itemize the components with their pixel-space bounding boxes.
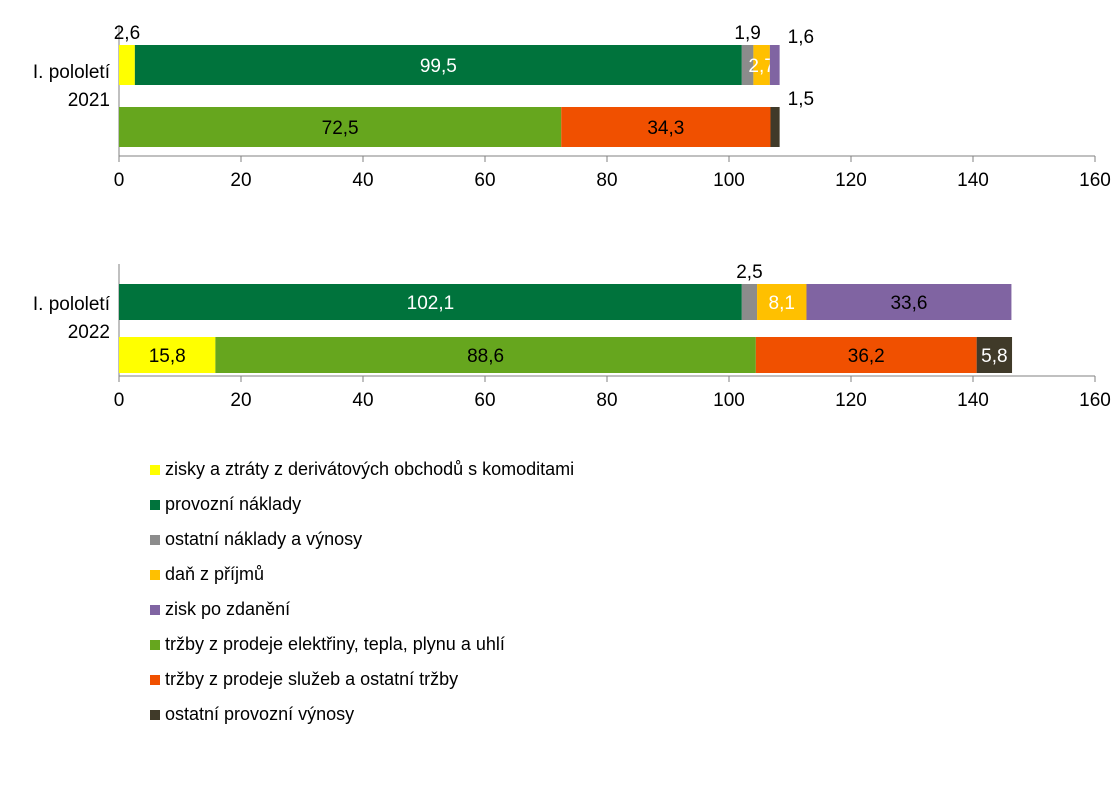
bar-segment-provozni_naklady [134,45,742,85]
legend-swatch [150,604,160,615]
bar-segment-ostatni_vynosy [770,107,780,147]
x-tick-label: 20 [230,390,251,411]
data-label: 34,3 [647,118,684,139]
bar-segment-derivaty [119,337,216,373]
data-label: 5,8 [981,346,1007,367]
bar-segment-ostatni_naklady [741,284,758,320]
x-tick-label: 160 [1079,170,1111,191]
x-tick-label: 40 [352,170,373,191]
stacked-bar-chart: 0 20 40 60 80 100 120 140 160 I. pololetí 2021 2,6 9… [33,23,1111,411]
data-label: 2,7 [748,56,774,77]
x-tick-label: 20 [230,170,251,191]
x-tick-label: 100 [713,170,745,191]
x-tick-label: 40 [352,390,373,411]
x-tick-label: 60 [474,390,495,411]
legend-item: ostatní provozní výnosy [150,697,574,732]
bar-segment-dan [757,284,807,320]
legend-item: daň z příjmů [150,557,574,592]
x-tick-label: 80 [596,390,617,411]
chart-panel-1: 0 20 40 60 80 100 120 140 160 I. pololetí 2021 2,6 9… [33,23,1111,191]
data-label: 2,6 [114,23,140,44]
x-tick-label: 160 [1079,390,1111,411]
legend-swatch [150,709,160,720]
legend-item: tržby z prodeje elektřiny, tepla, plynu … [150,627,574,662]
data-label: 72,5 [322,118,359,139]
legend-swatch [150,674,160,685]
legend-item: ostatní náklady a výnosy [150,522,574,557]
x-tick-label: 100 [713,390,745,411]
bar-segment-trzby_sluzby [561,107,771,147]
legend-label: ostatní provozní výnosy [165,704,355,724]
legend-item: zisk po zdanění [150,592,574,627]
x-tick-label: 140 [957,170,989,191]
legend-label: ostatní náklady a výnosy [165,529,363,549]
chart-panel-2: 0 20 40 60 80 100 120 140 160 I. pololetí 2022 102,… [33,262,1111,411]
x-tick-label: 60 [474,170,495,191]
legend-label: tržby z prodeje služeb a ostatní tržby [165,669,459,689]
bar-segment-provozni_naklady [119,284,742,320]
legend-item: tržby z prodeje služeb a ostatní tržby [150,662,574,697]
bar-segment-zisk [806,284,1012,320]
bar-segment-derivaty [119,45,135,85]
bar-segment-ostatni_vynosy [976,337,1013,373]
legend-swatch [150,569,160,580]
legend-swatch [150,639,160,650]
bar-segment-dan [753,45,770,85]
data-label: 88,6 [467,346,504,367]
legend-item: provozní náklady [150,487,574,522]
x-tick-label: 0 [114,390,125,411]
legend-label: provozní náklady [165,494,302,514]
legend-item: zisky a ztráty z derivátových obchodů s … [150,452,574,487]
bar-segment-ostatni_naklady [741,45,754,85]
data-label: 1,6 [788,27,814,48]
data-label: 1,9 [734,23,760,44]
legend-label: zisky a ztráty z derivátových obchodů s … [165,459,575,479]
x-tick-label: 140 [957,390,989,411]
bar-segment-trzby_energie [119,107,562,147]
x-tick-label: 80 [596,170,617,191]
legend-swatch [150,534,160,545]
legend: zisky a ztráty z derivátových obchodů s … [150,452,574,732]
bar-segment-trzby_energie [215,337,756,373]
category-label: 2021 [68,90,110,111]
data-label: 99,5 [420,56,457,77]
legend-swatch [150,499,160,510]
x-tick-label: 0 [114,170,125,191]
data-label: 2,5 [736,262,762,283]
data-label: 8,1 [769,293,795,314]
x-tick-label: 120 [835,390,867,411]
bar-segment-trzby_sluzby [755,337,977,373]
legend-swatch [150,464,160,475]
category-label: I. pololetí [33,294,111,315]
data-label: 36,2 [848,346,885,367]
bar-segment-zisk [769,45,780,85]
x-tick-label: 120 [835,170,867,191]
legend-label: daň z příjmů [165,564,265,584]
category-label: I. pololetí [33,62,111,83]
data-label: 102,1 [407,293,455,314]
category-label: 2022 [68,322,110,343]
data-label: 15,8 [149,346,186,367]
data-label: 33,6 [890,293,927,314]
legend-label: tržby z prodeje elektřiny, tepla, plynu … [165,634,505,654]
data-label: 1,5 [788,89,814,110]
legend-label: zisk po zdanění [165,599,291,619]
